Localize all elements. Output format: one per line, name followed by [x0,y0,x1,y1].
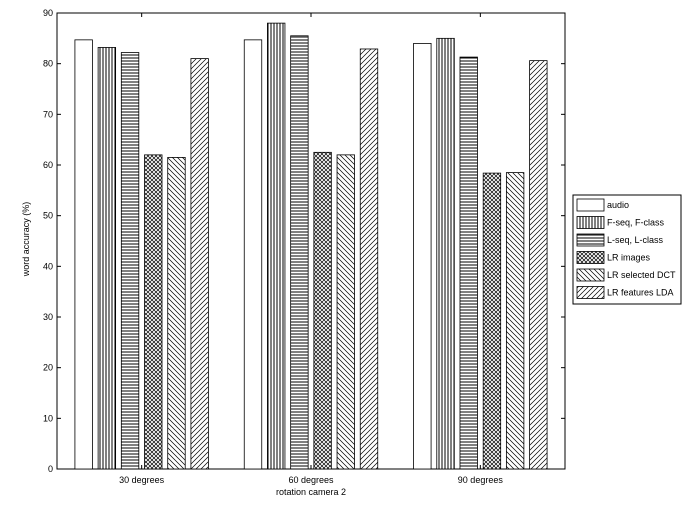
legend-label: LR features LDA [607,288,674,298]
y-tick-label: 20 [43,363,53,373]
bar [190,58,209,470]
bar [243,39,263,470]
bar [459,56,478,470]
bar [336,154,355,470]
bar [290,35,309,470]
legend-label: L-seq, L-class [607,235,664,245]
y-tick-label: 60 [43,160,53,170]
bar [505,172,525,470]
x-axis: 30 degrees 60 degrees 90 degrees [119,13,503,485]
legend-swatch [576,198,605,212]
legend-swatch [576,251,605,264]
bar [144,154,163,470]
plot-area [56,12,566,470]
x-tick-label: 30 degrees [119,475,165,485]
bar [167,156,186,470]
x-tick-label: 60 degrees [288,475,334,485]
y-tick-label: 10 [43,413,53,423]
y-tick-label: 70 [43,109,53,119]
legend-swatch [576,286,605,299]
bar [120,52,140,470]
bar [97,47,117,470]
y-tick-label: 30 [43,312,53,322]
y-tick-label: 90 [43,8,53,18]
bars [74,22,548,470]
y-tick-label: 50 [43,211,53,221]
legend: audio F-seq, F-class L-seq, L-class LR imag… [572,194,682,305]
legend-label: LR images [607,253,651,263]
legend-swatch [576,233,605,247]
y-axis: 0 10 20 30 40 50 60 70 80 90 [43,8,565,474]
y-axis-label: word accuracy (%) [21,202,31,278]
legend-box [572,194,682,305]
plot-frame [56,12,566,470]
x-axis-label: rotation camera 2 [276,487,346,497]
bar [482,172,502,470]
x-tick-label: 90 degrees [458,475,504,485]
bar [359,48,379,470]
bar [529,60,548,470]
legend-label: audio [607,200,629,210]
bar [413,43,432,470]
legend-label: F-seq, F-class [607,218,665,228]
y-tick-label: 0 [48,464,53,474]
bar [436,37,455,470]
legend-label: LR selected DCT [607,270,676,280]
y-tick-label: 80 [43,59,53,69]
bar [313,151,332,470]
legend-swatch [576,216,605,229]
bar [74,39,93,470]
bar [267,22,286,470]
y-tick-label: 40 [43,261,53,271]
legend-swatch [576,268,605,282]
